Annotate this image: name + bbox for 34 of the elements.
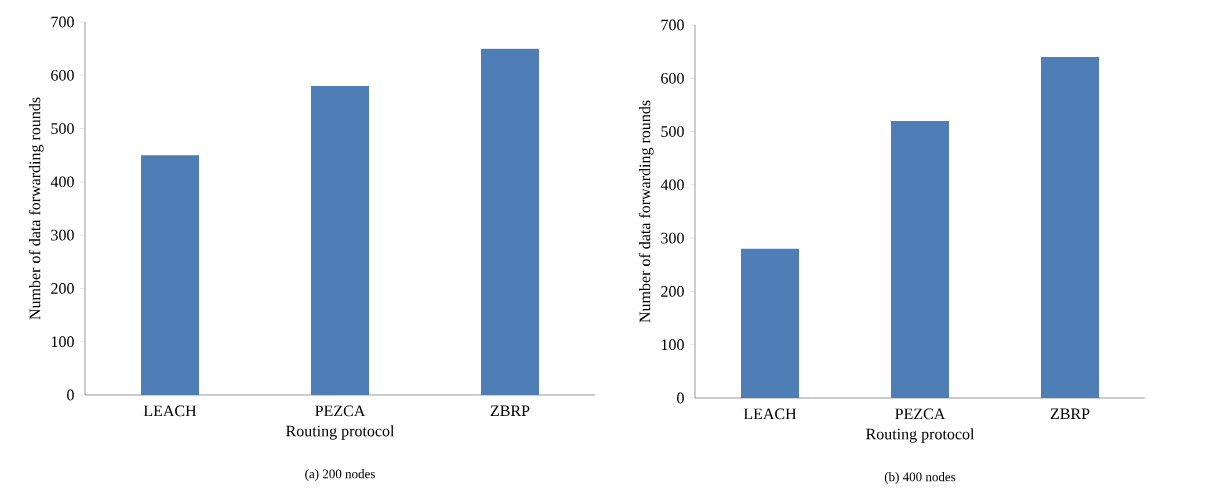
- bar: [311, 85, 370, 395]
- y-tick-label: 700: [51, 16, 74, 28]
- y-tick-label: 500: [51, 123, 74, 134]
- bar: [141, 155, 200, 395]
- y-tick-label: 400: [50, 176, 74, 188]
- y-tick-label: 600: [661, 72, 684, 84]
- y-axis-title: Number of data forwarding rounds: [638, 100, 654, 323]
- y-tick-label: 0: [67, 389, 74, 401]
- bar: [891, 120, 949, 398]
- x-tick-label: PEZCA: [895, 408, 946, 420]
- text: (b) 400 nodes: [884, 472, 956, 484]
- bar: [1041, 56, 1099, 398]
- y-tick-label: 500: [661, 126, 684, 137]
- y-tick-label: 300: [51, 229, 74, 241]
- x-tick-label: ZBRP: [1050, 408, 1090, 420]
- y-tick-label: 100: [661, 339, 684, 351]
- y-tick-label: 300: [661, 232, 684, 244]
- x-tick-label: LEACH: [143, 405, 197, 417]
- x-tick-label: LEACH: [743, 408, 797, 420]
- y-tick-label: 200: [51, 283, 74, 294]
- y-axis-title: Number of data forwarding rounds: [28, 97, 44, 320]
- y-tick-label: 400: [660, 179, 684, 191]
- x-tick-label: PEZCA: [315, 405, 366, 417]
- bar: [481, 48, 540, 395]
- text: (a) 200 nodes: [305, 469, 375, 481]
- y-tick-label: 0: [677, 392, 684, 404]
- y-tick-label: 700: [661, 19, 684, 31]
- y-tick-label: 600: [51, 69, 74, 81]
- x-tick-label: ZBRP: [490, 405, 530, 417]
- y-tick-label: 100: [51, 336, 74, 348]
- x-axis-title: Routing protocol: [286, 425, 395, 440]
- y-tick-label: 200: [661, 286, 684, 297]
- x-axis-title: Routing protocol: [866, 428, 975, 443]
- bar: [741, 248, 799, 398]
